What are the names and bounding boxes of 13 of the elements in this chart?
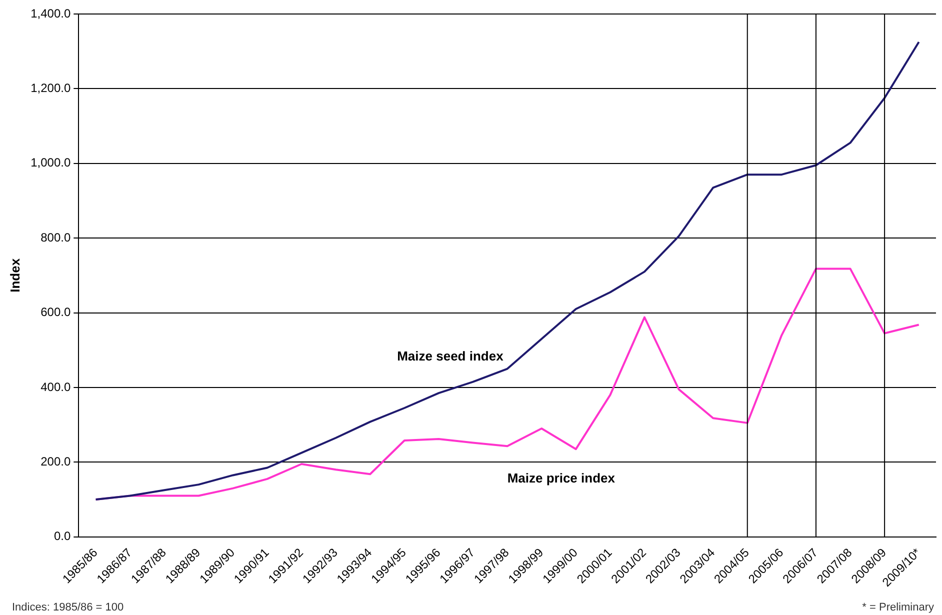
- series-label: Maize seed index: [397, 348, 504, 364]
- y-tick-label: 800.0: [40, 230, 71, 244]
- y-tick-label: 1,200.0: [30, 81, 71, 96]
- y-tick-label: 200.0: [40, 454, 71, 468]
- series-label: Maize price index: [507, 470, 616, 486]
- y-tick-label: 0.0: [54, 529, 71, 544]
- y-tick-label: 600.0: [40, 305, 71, 320]
- y-axis-title: Index: [7, 258, 22, 292]
- y-tick-label: 400.0: [40, 380, 71, 394]
- text: * = Preliminary: [862, 602, 934, 614]
- text: Indices: 1985/86 = 100: [12, 602, 124, 614]
- y-tick-label: 1,000.0: [30, 156, 71, 170]
- y-tick-label: 1,400.0: [30, 6, 71, 20]
